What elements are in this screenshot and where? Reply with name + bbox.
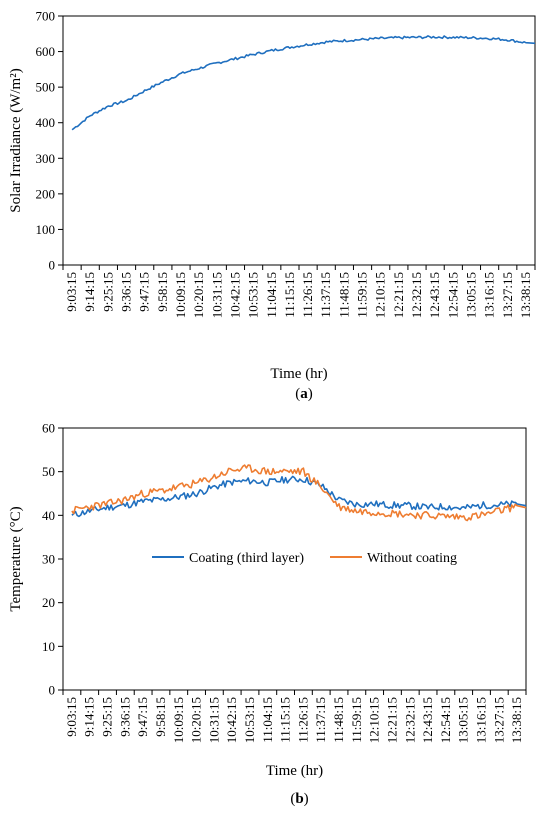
y-axis-title: Solar Irradiance (W/m²) [8, 68, 24, 212]
x-tick-label: 13:16:15 [482, 272, 497, 318]
y-tick-label: 50 [42, 464, 55, 479]
series-line-coating-third-layer [71, 475, 527, 518]
x-tick-label: 12:54:15 [445, 272, 460, 318]
x-tick-label: 10:20:15 [191, 272, 206, 318]
x-tick-label: 11:37:15 [313, 697, 328, 743]
x-tick-label: 10:31:15 [206, 697, 221, 743]
y-tick-label: 100 [36, 222, 56, 237]
x-tick-label: 11:48:15 [336, 272, 351, 318]
legend-label-without-coating: Without coating [367, 551, 457, 566]
x-tick-label: 12:10:15 [367, 697, 382, 743]
x-tick-label: 12:43:15 [420, 697, 435, 743]
x-tick-label: 9:47:15 [135, 697, 150, 737]
x-tick-label: 13:16:15 [473, 697, 488, 743]
x-tick-label: 13:05:15 [463, 272, 478, 318]
x-tick-label: 11:04:15 [264, 272, 279, 318]
panel-caption: (a) [295, 386, 313, 402]
x-tick-label: 10:42:15 [227, 272, 242, 318]
x-axis-title: Time (hr) [266, 763, 323, 779]
x-tick-label: 11:04:15 [260, 697, 275, 743]
x-tick-label: 9:36:15 [117, 697, 132, 737]
series-line-irradiance [71, 35, 536, 131]
y-tick-label: 500 [36, 80, 56, 95]
x-tick-label: 9:14:15 [82, 697, 97, 737]
x-tick-label: 9:03:15 [64, 697, 79, 737]
x-tick-label: 13:05:15 [456, 697, 471, 743]
x-tick-label: 12:32:15 [402, 697, 417, 743]
x-tick-label: 12:10:15 [373, 272, 388, 318]
x-tick-label: 9:36:15 [119, 272, 134, 312]
x-tick-label: 13:38:15 [518, 272, 533, 318]
x-tick-label: 10:09:15 [171, 697, 186, 743]
x-tick-label: 11:48:15 [331, 697, 346, 743]
x-tick-label: 10:42:15 [224, 697, 239, 743]
y-tick-label: 600 [36, 44, 56, 59]
x-tick-label: 10:09:15 [173, 272, 188, 318]
x-tick-label: 12:32:15 [409, 272, 424, 318]
x-tick-label: 13:38:15 [509, 697, 524, 743]
y-tick-label: 200 [36, 186, 56, 201]
x-tick-label: 11:37:15 [318, 272, 333, 318]
x-tick-label: 13:27:15 [500, 272, 515, 318]
x-tick-label: 11:59:15 [355, 272, 370, 318]
x-tick-label: 9:25:15 [100, 272, 115, 312]
y-tick-label: 20 [42, 595, 55, 610]
chart-panel-a: 0 100 200 300 400 500 600 700 9:03:15 9:14:15 9:25… [8, 9, 536, 402]
y-tick-label: 300 [36, 151, 56, 166]
x-tick-label: 12:43:15 [427, 272, 442, 318]
y-tick-label: 30 [42, 552, 55, 567]
x-tick-label: 9:25:15 [100, 697, 115, 737]
x-tick-label: 12:21:15 [391, 272, 406, 318]
chart-panel-b: 0 10 20 30 40 50 60 9:03:15 9:14:15 9:25:15 9:36:1… [8, 421, 527, 807]
plot-frame [62, 15, 536, 266]
x-tick-label: 12:54:15 [438, 697, 453, 743]
x-tick-label: 9:58:15 [155, 272, 170, 312]
x-tick-label: 11:15:15 [282, 272, 297, 318]
x-axis-title: Time (hr) [270, 366, 327, 382]
y-axis-title: Temperature (°C) [8, 506, 24, 611]
y-tick-label: 700 [36, 9, 56, 24]
y-tick-label: 40 [42, 508, 55, 523]
series-line-without-coating [71, 464, 527, 522]
x-tick-label: 9:14:15 [82, 272, 97, 312]
x-tick-label: 10:20:15 [189, 697, 204, 743]
x-tick-label: 10:53:15 [242, 697, 257, 743]
x-tick-label: 11:26:15 [300, 272, 315, 318]
y-tick-label: 0 [49, 258, 56, 273]
x-tick-label: 11:26:15 [295, 697, 310, 743]
y-tick-label: 400 [36, 115, 56, 130]
x-tick-label: 9:58:15 [153, 697, 168, 737]
legend-label-coating-third-layer: Coating (third layer) [189, 551, 304, 566]
x-tick-label: 11:59:15 [349, 697, 364, 743]
x-tick-label: 11:15:15 [278, 697, 293, 743]
y-tick-label: 0 [49, 683, 56, 698]
x-tick-label: 9:47:15 [137, 272, 152, 312]
x-tick-label: 9:03:15 [64, 272, 79, 312]
y-tick-label: 60 [42, 421, 55, 436]
x-tick-label: 10:53:15 [246, 272, 261, 318]
x-tick-label: 10:31:15 [209, 272, 224, 318]
x-tick-label: 13:27:15 [491, 697, 506, 743]
panel-caption: (b) [290, 791, 308, 807]
x-tick-label: 12:21:15 [384, 697, 399, 743]
y-tick-label: 10 [42, 639, 55, 654]
